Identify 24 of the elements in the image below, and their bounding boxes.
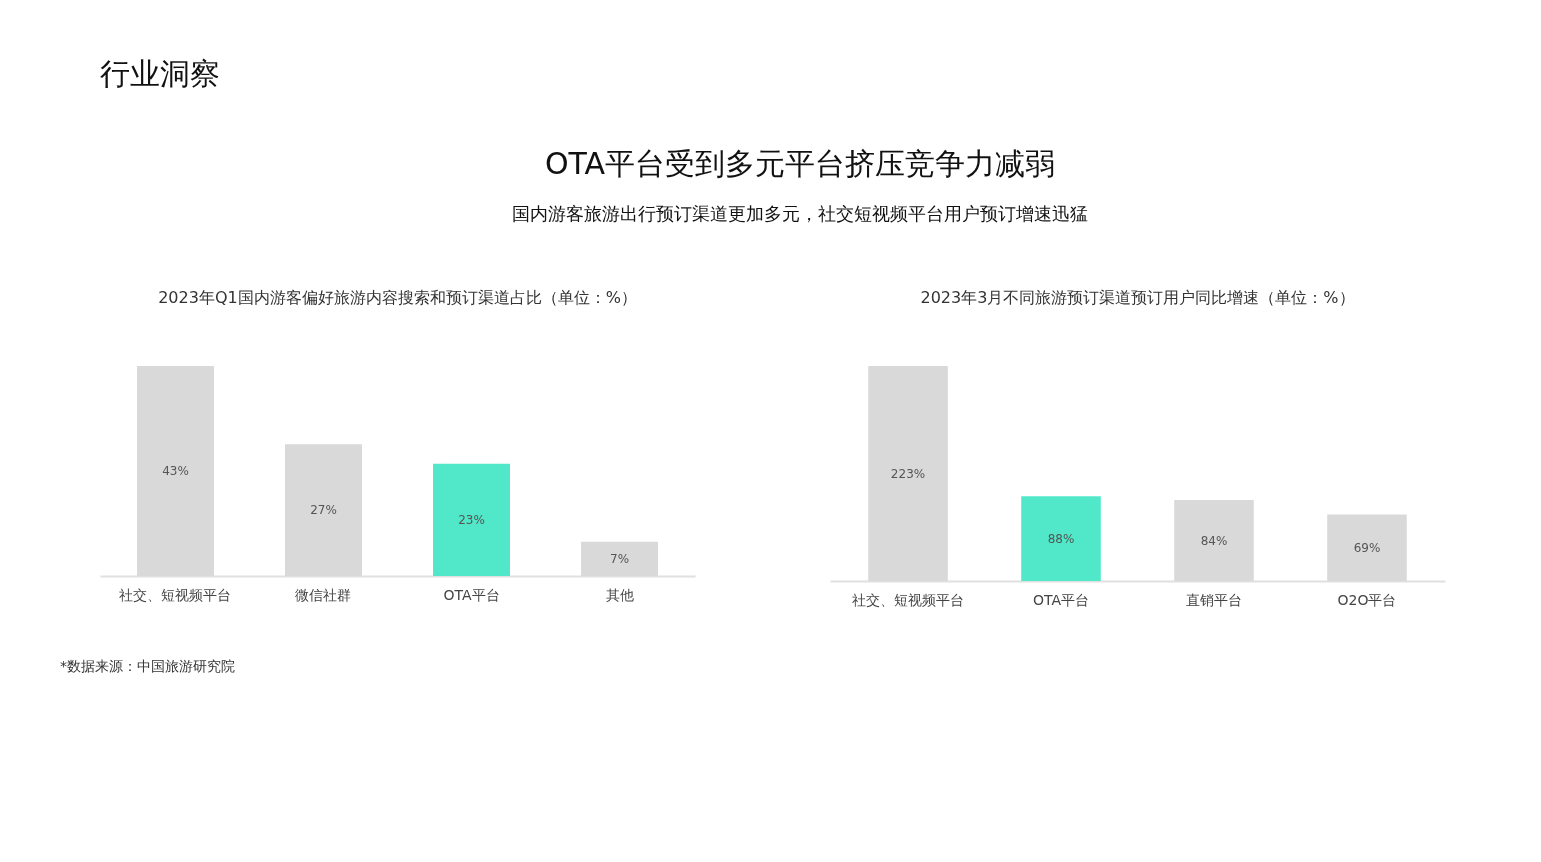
x-tick-label: 直销平台: [1185, 591, 1242, 608]
bar: [1021, 496, 1101, 581]
chart-title: 2023年3月不同旅游预订渠道预订用户同比增速（单位：%）: [920, 288, 1355, 307]
text: 国内游客旅游出行预订渠道更加多元，社交短视频平台用户预订增速迅猛: [512, 203, 1088, 224]
data-label: 88%: [1047, 531, 1075, 546]
text: 行业洞察: [100, 56, 220, 91]
text: *数据来源：中国旅游研究院: [60, 658, 235, 674]
data-label: 69%: [1353, 540, 1381, 555]
data-label: 84%: [1200, 533, 1228, 548]
x-tick-label: 微信社群: [295, 586, 352, 603]
x-tick-label: OTA平台: [1032, 591, 1090, 608]
data-label: 7%: [609, 551, 630, 566]
x-tick-label: 社交、短视频平台: [119, 586, 232, 603]
bar: [433, 463, 510, 576]
data-label: 23%: [458, 512, 485, 527]
data-label: 223%: [890, 466, 926, 481]
x-tick-label: 社交、短视频平台: [852, 591, 965, 608]
x-tick-label: 其他: [605, 586, 634, 603]
chart-title: 2023年Q1国内游客偏好旅游内容搜索和预订渠道占比（单位：%）: [158, 288, 637, 307]
data-label: 43%: [162, 464, 189, 478]
x-tick-label: O2O平台: [1337, 591, 1397, 608]
x-tick-label: OTA平台: [443, 586, 500, 603]
data-label: 27%: [310, 503, 337, 518]
text: OTA平台受到多元平台挤压竞争力减弱: [544, 146, 1056, 181]
